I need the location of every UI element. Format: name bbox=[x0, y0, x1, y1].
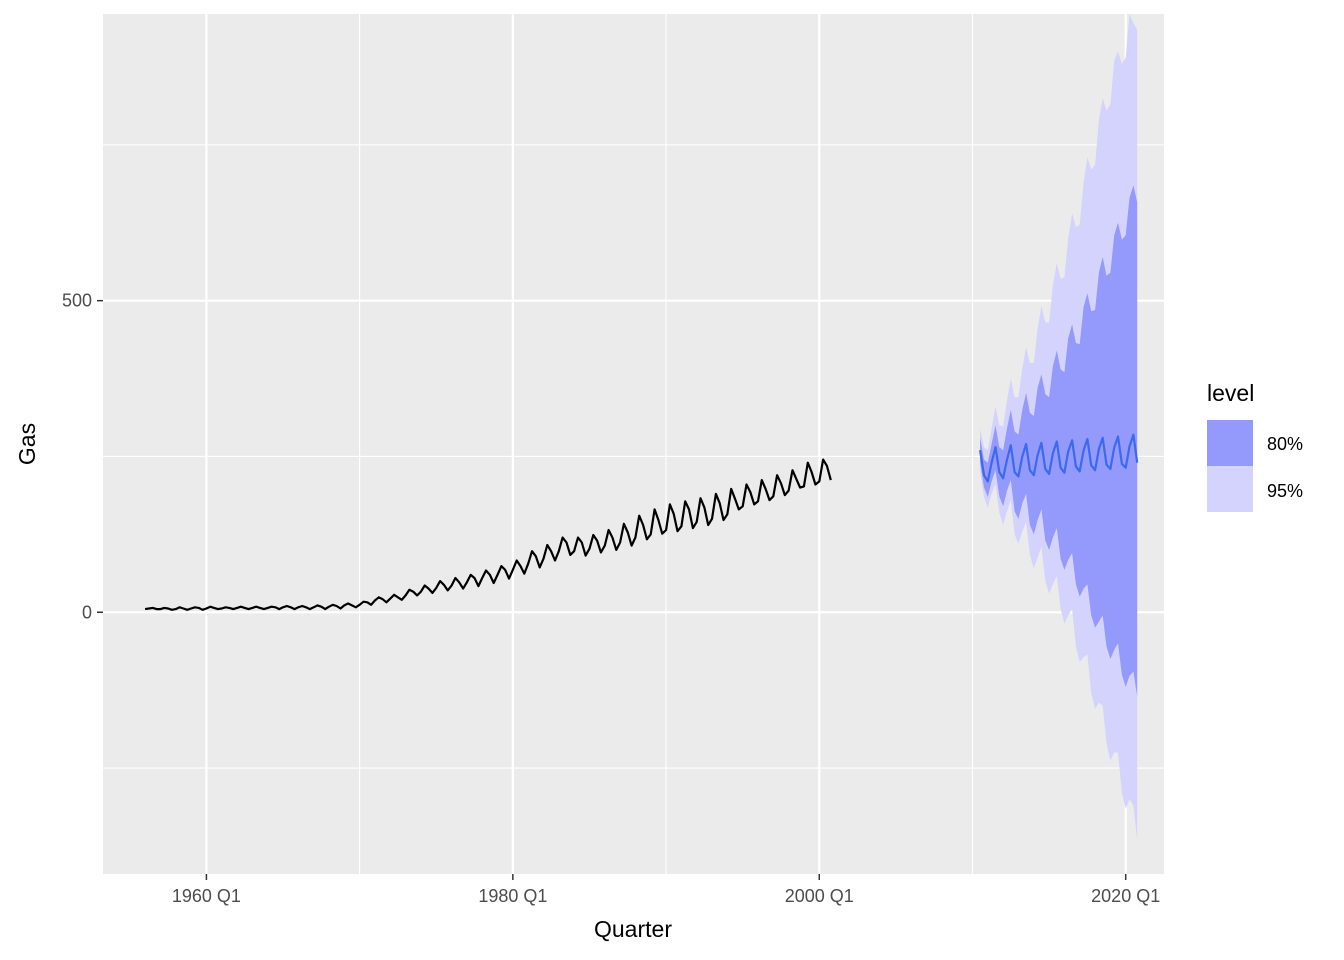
plot-panel bbox=[103, 14, 1164, 874]
legend: level 80% 95% bbox=[1207, 380, 1303, 512]
forecast-intervals bbox=[980, 14, 1138, 840]
x-tick-label: 2000 Q1 bbox=[785, 886, 854, 906]
x-axis-tick-labels: 1960 Q1 1980 Q1 2000 Q1 2020 Q1 bbox=[172, 886, 1160, 906]
x-tick-label: 1980 Q1 bbox=[478, 886, 547, 906]
x-tick-label: 2020 Q1 bbox=[1091, 886, 1160, 906]
interval-80-band bbox=[980, 185, 1138, 697]
history-series-line bbox=[144, 458, 832, 611]
y-axis-tick-labels: 0 500 bbox=[62, 291, 92, 623]
axis-ticks bbox=[97, 299, 1127, 880]
legend-label-95: 95% bbox=[1267, 481, 1303, 501]
x-tick-label: 1960 Q1 bbox=[172, 886, 241, 906]
legend-swatch-80 bbox=[1207, 420, 1253, 466]
x-axis-title: Quarter bbox=[594, 916, 672, 942]
y-tick-label: 0 bbox=[82, 602, 92, 622]
legend-swatch-95 bbox=[1207, 466, 1253, 512]
minor-gridlines bbox=[103, 14, 1164, 874]
y-tick-label: 500 bbox=[62, 291, 92, 311]
legend-title: level bbox=[1207, 380, 1254, 406]
legend-label-80: 80% bbox=[1267, 434, 1303, 454]
forecast-series-line bbox=[979, 433, 1139, 483]
y-axis-title: Gas bbox=[14, 423, 40, 465]
